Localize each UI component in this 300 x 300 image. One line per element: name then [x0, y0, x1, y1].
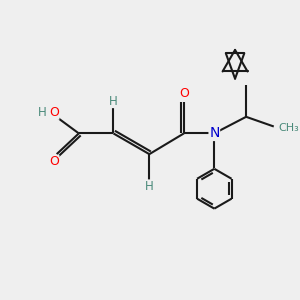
Text: O: O [49, 106, 59, 119]
Text: O: O [49, 155, 59, 168]
Text: H: H [145, 180, 154, 193]
Text: H: H [38, 106, 46, 119]
Text: N: N [209, 126, 220, 140]
Text: O: O [179, 87, 189, 101]
Text: CH₃: CH₃ [279, 123, 299, 133]
Text: H: H [109, 94, 118, 108]
